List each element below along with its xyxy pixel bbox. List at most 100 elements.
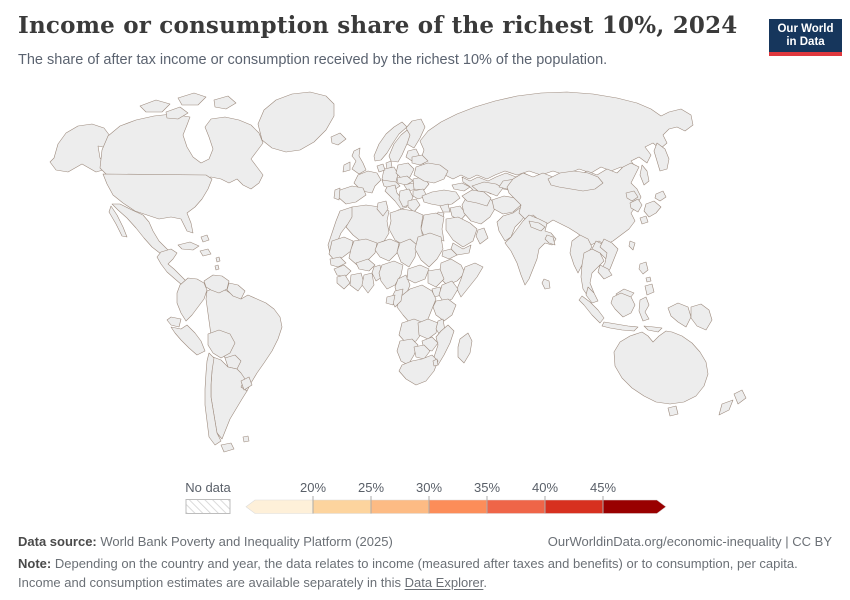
country-senegal[interactable] [329, 256, 347, 268]
country-ireland[interactable] [342, 161, 351, 173]
country-south-africa[interactable] [398, 354, 439, 386]
country-taiwan[interactable] [628, 240, 636, 251]
country-central-america[interactable] [156, 248, 187, 286]
country-afghanistan[interactable] [491, 195, 522, 215]
country-kenya[interactable] [438, 280, 459, 304]
country-thailand[interactable] [580, 248, 605, 299]
country-cuba[interactable] [177, 241, 200, 251]
country-iceland[interactable] [330, 132, 347, 146]
country-alaska[interactable] [49, 123, 111, 173]
country-nigeria[interactable] [378, 260, 404, 290]
country-benelux[interactable] [376, 163, 386, 173]
country-ghana[interactable] [361, 272, 375, 294]
country-russia[interactable] [419, 91, 694, 180]
country-chad[interactable] [396, 238, 418, 268]
country-angola[interactable] [398, 318, 425, 344]
country-chile[interactable] [204, 352, 222, 446]
country-pakistan[interactable] [496, 206, 528, 242]
country-botswana[interactable] [413, 344, 431, 360]
country-uruguay[interactable] [240, 376, 253, 391]
country-india[interactable] [504, 214, 557, 286]
legend-bin-30-35%[interactable] [428, 499, 488, 514]
country-bahamas[interactable] [200, 234, 210, 243]
legend-bin->45%[interactable] [602, 499, 667, 514]
country-mozambique[interactable] [433, 324, 455, 366]
country-portugal[interactable] [333, 187, 341, 201]
country-new-zealand[interactable] [718, 389, 747, 416]
country-paraguay[interactable] [224, 354, 242, 370]
country-belarus[interactable] [411, 154, 429, 166]
country-lesser-antilles[interactable] [214, 256, 221, 271]
country-bolivia[interactable] [207, 329, 236, 359]
country-mauritania[interactable] [328, 236, 354, 262]
country-south-korea[interactable] [629, 198, 643, 213]
country-guinea[interactable] [333, 264, 352, 278]
country-eritrea[interactable] [441, 248, 458, 260]
attribution-link[interactable]: OurWorldinData.org/economic-inequality |… [547, 534, 832, 549]
data-explorer-link[interactable]: Data Explorer [404, 575, 484, 590]
legend-bin-20-25%[interactable] [312, 499, 372, 514]
country-tunisia[interactable] [376, 200, 389, 217]
country-united-kingdom[interactable] [351, 147, 367, 175]
country-south-sudan[interactable] [427, 268, 445, 288]
legend-bin-<20%[interactable] [245, 499, 314, 514]
country-nepal[interactable] [528, 220, 546, 232]
country-guyana[interactable] [226, 282, 246, 300]
country-syria[interactable] [439, 203, 451, 213]
country-dr-congo[interactable] [396, 284, 437, 326]
country-ecuador[interactable] [166, 316, 182, 328]
country-philippines[interactable] [638, 261, 655, 296]
country-somalia[interactable] [456, 262, 484, 298]
country-mongolia[interactable] [547, 170, 604, 192]
country-madagascar[interactable] [457, 332, 473, 364]
country-iraq[interactable] [449, 205, 467, 222]
country-united-states[interactable] [102, 173, 213, 234]
country-australia[interactable] [613, 330, 709, 417]
country-ukraine[interactable] [413, 162, 449, 184]
country-cote-divoire[interactable] [349, 272, 365, 292]
country-czechia-slovakia[interactable] [396, 175, 414, 186]
country-peru[interactable] [170, 324, 206, 356]
country-zambia[interactable] [417, 318, 439, 340]
country-gabon[interactable] [385, 294, 396, 306]
country-central-african-republic[interactable] [406, 264, 430, 284]
country-canada-islands[interactable] [139, 92, 237, 120]
country-oman[interactable] [475, 227, 489, 245]
country-falkland-islands[interactable] [242, 435, 250, 443]
country-japan[interactable] [639, 190, 667, 225]
country-togo-benin[interactable] [371, 264, 383, 282]
country-north-korea[interactable] [625, 190, 639, 202]
country-caucasus[interactable] [451, 182, 471, 192]
country-sudan[interactable] [414, 232, 444, 268]
country-indonesia[interactable] [578, 292, 692, 333]
legend-bin-35-40%[interactable] [486, 499, 546, 514]
country-cambodia[interactable] [597, 264, 613, 280]
legend-no-data-swatch[interactable] [185, 499, 231, 514]
country-finland[interactable] [405, 118, 426, 149]
legend-bin-25-30%[interactable] [370, 499, 430, 514]
owid-logo[interactable]: Our World in Data [769, 19, 842, 56]
country-turkey[interactable] [421, 189, 461, 207]
legend-bin-40-45%[interactable] [544, 499, 604, 514]
country-namibia[interactable] [396, 338, 419, 366]
country-niger[interactable] [374, 238, 400, 262]
country-eswatini[interactable] [432, 358, 439, 367]
country-turkmenistan[interactable] [461, 189, 492, 207]
country-spain[interactable] [337, 185, 367, 205]
country-greenland[interactable] [257, 91, 335, 153]
country-colombia[interactable] [176, 277, 208, 322]
country-tierra-del-fuego[interactable] [220, 442, 235, 453]
country-uzbekistan[interactable] [471, 181, 504, 197]
country-burkina-faso[interactable] [355, 258, 376, 272]
country-sri-lanka[interactable] [541, 278, 551, 290]
country-tanzania[interactable] [432, 298, 457, 322]
country-norway[interactable] [373, 121, 408, 162]
country-dominican-republic[interactable] [199, 248, 212, 257]
country-saudi-arabia[interactable] [445, 216, 478, 248]
country-denmark[interactable] [385, 160, 393, 170]
country-sierra-leone-liberia[interactable] [336, 274, 351, 290]
country-papua-new-guinea[interactable] [690, 303, 713, 331]
country-russia-kamchatka[interactable] [639, 142, 670, 186]
country-poland[interactable] [395, 162, 415, 180]
country-bangladesh[interactable] [544, 234, 556, 246]
